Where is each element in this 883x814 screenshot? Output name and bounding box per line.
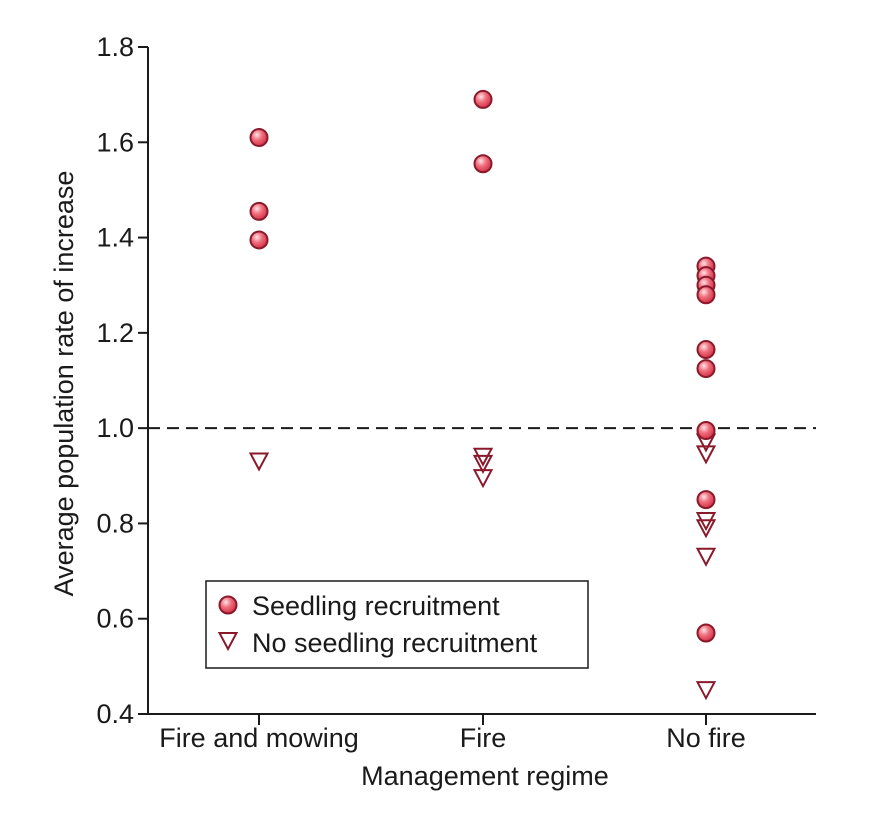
no-seedling-recruitment-point bbox=[695, 519, 717, 539]
x-tick-label: Fire and mowing bbox=[159, 723, 359, 753]
seedling-recruitment-point bbox=[696, 421, 716, 441]
x-axis-title: Management regime bbox=[361, 761, 609, 791]
seedling-recruitment-point bbox=[473, 154, 493, 174]
no-seedling-recruitment-point bbox=[472, 454, 494, 475]
no-seedling-recruitment-point bbox=[695, 445, 717, 465]
y-tick-label: 1.0 bbox=[96, 413, 134, 443]
seedling-recruitment-point bbox=[249, 201, 269, 221]
y-tick-label: 1.6 bbox=[96, 127, 134, 157]
legend-no-seedling-recruitment-label: No seedling recruitment bbox=[252, 628, 538, 658]
seedling-recruitment-point bbox=[696, 340, 716, 360]
y-tick-label: 0.8 bbox=[96, 508, 134, 538]
axes: 0.4 0.6 0.8 1.0 1.2 1.4 1.6 1.8 Fire and mowing F… bbox=[49, 32, 816, 791]
legend-seedling-recruitment-marker bbox=[218, 595, 238, 615]
legend: Seedling recruitment No seedling recruitm… bbox=[205, 580, 589, 669]
legend-no-seedling-recruitment-marker bbox=[217, 632, 239, 652]
y-tick-label: 1.4 bbox=[96, 223, 134, 253]
y-tick-label: 1.2 bbox=[96, 318, 134, 348]
seedling-recruitment-point bbox=[249, 128, 269, 148]
seedling-recruitment-point bbox=[696, 623, 716, 643]
data-marks bbox=[248, 89, 717, 701]
no-seedling-recruitment-point bbox=[248, 452, 270, 472]
y-tick-label: 0.6 bbox=[96, 604, 134, 634]
seedling-recruitment-point bbox=[696, 359, 716, 379]
y-axis-title: Average population rate of increase bbox=[49, 171, 79, 597]
seedling-recruitment-point bbox=[249, 230, 269, 250]
no-seedling-recruitment-point bbox=[695, 681, 717, 701]
seedling-recruitment-point bbox=[696, 490, 716, 510]
no-seedling-recruitment-point bbox=[695, 547, 717, 567]
no-seedling-recruitment-point bbox=[472, 469, 494, 489]
y-tick-label: 0.4 bbox=[96, 699, 134, 729]
x-tick-label: Fire bbox=[460, 723, 507, 753]
seedling-recruitment-point bbox=[696, 285, 716, 305]
y-tick-label: 1.8 bbox=[96, 32, 134, 62]
legend-seedling-recruitment-label: Seedling recruitment bbox=[252, 591, 500, 621]
x-tick-label: No fire bbox=[666, 723, 746, 753]
legend-box bbox=[205, 580, 589, 669]
seedling-recruitment-point bbox=[473, 89, 493, 109]
